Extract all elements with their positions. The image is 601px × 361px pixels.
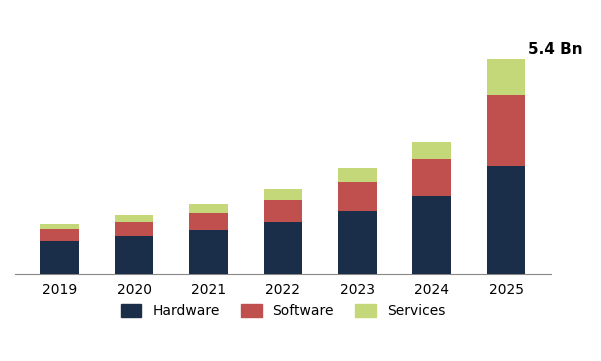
Bar (487, 166, 525, 274)
Bar (264, 200, 302, 222)
Bar (338, 211, 377, 274)
Bar (487, 95, 525, 166)
Bar (412, 142, 451, 160)
Bar (40, 229, 79, 241)
Bar (412, 196, 451, 274)
Bar (115, 236, 153, 274)
Bar (189, 204, 228, 213)
Bar (487, 59, 525, 95)
Bar (412, 160, 451, 196)
Bar (338, 168, 377, 182)
Bar (40, 241, 79, 274)
Bar (264, 222, 302, 274)
Bar (115, 222, 153, 236)
Bar (189, 230, 228, 274)
Legend: Hardware, Software, Services: Hardware, Software, Services (115, 299, 451, 324)
Text: 5.4 Bn: 5.4 Bn (528, 42, 583, 57)
Bar (115, 215, 153, 222)
Bar (338, 182, 377, 211)
Bar (40, 224, 79, 229)
Bar (264, 189, 302, 200)
Bar (189, 213, 228, 230)
